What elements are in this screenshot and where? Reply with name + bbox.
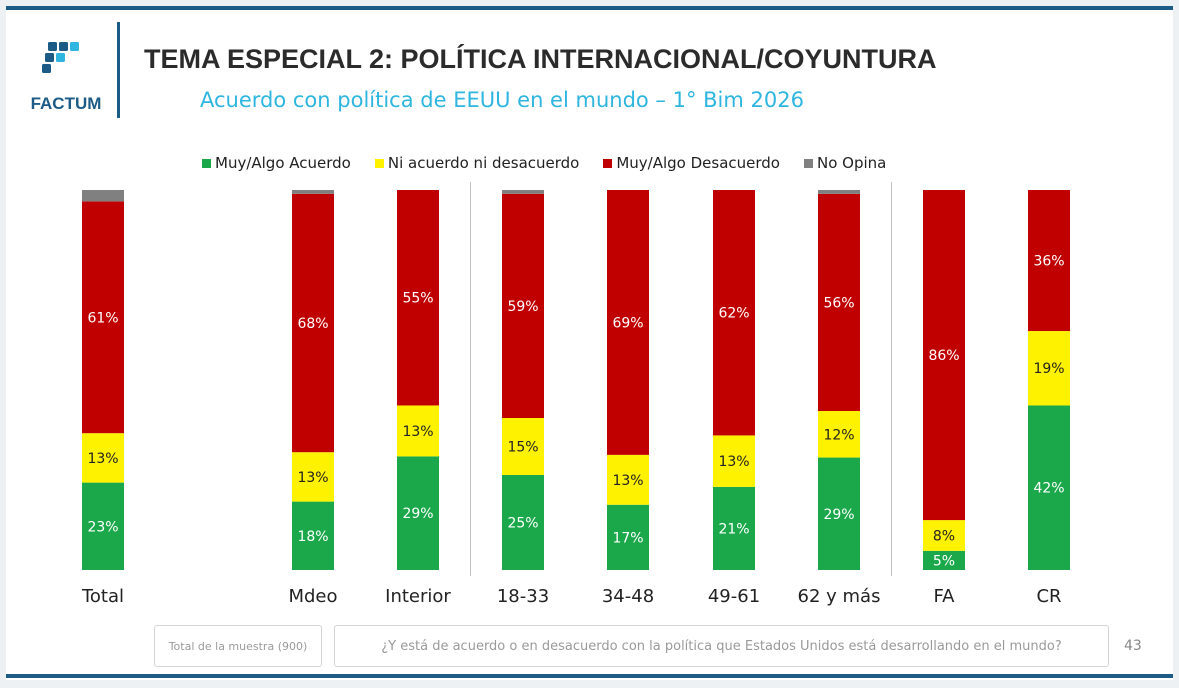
bar-segment-interior-muy-algo-desacuerdo <box>397 190 439 406</box>
chart-legend: Muy/Algo Acuerdo Ni acuerdo ni desacuerd… <box>202 152 886 174</box>
sample-size-box: Total de la muestra (900) <box>154 625 322 667</box>
bar-segment-18-33-muy-algo-desacuerdo <box>502 193 544 418</box>
bar-segment-cr-muy-algo-acuerdo <box>1028 405 1070 570</box>
bar-segment-34-48-muy-algo-desacuerdo <box>607 190 649 455</box>
data-label-34-48-muy-algo-acuerdo: 17% <box>612 530 643 546</box>
legend-label: No Opina <box>817 154 887 172</box>
legend-swatch <box>374 158 384 168</box>
category-label-cr: CR <box>1036 586 1061 607</box>
bar-segment-62-y-mas-no-opina <box>818 190 860 194</box>
bar-segment-mdeo-muy-algo-acuerdo <box>292 501 334 570</box>
data-label-34-48-muy-algo-desacuerdo: 69% <box>612 315 643 331</box>
category-label-fa: FA <box>933 586 955 607</box>
bar-segment-49-61-muy-algo-desacuerdo <box>713 190 755 436</box>
bar-segment-cr-muy-algo-desacuerdo <box>1028 190 1070 332</box>
legend-item-desacuerdo: Muy/Algo Desacuerdo <box>603 154 780 172</box>
logo-text: FACTUM <box>30 94 102 113</box>
bar-segment-62-y-mas-ni-acuerdo-ni-desacuerdo <box>818 411 860 458</box>
data-label-mdeo-ni-acuerdo-ni-desacuerdo: 13% <box>297 470 328 486</box>
bar-segment-total-muy-algo-acuerdo <box>82 482 124 570</box>
bar-segment-18-33-ni-acuerdo-ni-desacuerdo <box>502 418 544 475</box>
legend-item-acuerdo: Muy/Algo Acuerdo <box>202 154 351 172</box>
bar-segment-total-muy-algo-desacuerdo <box>82 201 124 434</box>
data-label-62-y-mas-muy-algo-acuerdo: 29% <box>823 507 854 523</box>
sample-size-text: Total de la muestra (900) <box>168 639 308 653</box>
question-text: ¿Y está de acuerdo o en desacuerdo con l… <box>381 638 1062 654</box>
legend-label: Muy/Algo Acuerdo <box>215 154 351 172</box>
bar-segment-mdeo-ni-acuerdo-ni-desacuerdo <box>292 452 334 502</box>
data-label-fa-muy-algo-desacuerdo: 86% <box>928 348 959 364</box>
legend-label: Ni acuerdo ni desacuerdo <box>387 154 580 172</box>
category-label-62-y-mas: 62 y más <box>798 586 881 607</box>
category-label-34-48: 34-48 <box>602 586 654 607</box>
category-label-total: Total <box>81 586 124 607</box>
legend-label: Muy/Algo Desacuerdo <box>616 154 780 172</box>
bar-segment-fa-muy-algo-desacuerdo <box>923 190 965 521</box>
data-label-fa-muy-algo-acuerdo: 5% <box>933 553 955 569</box>
legend-swatch <box>603 158 613 168</box>
data-label-total-muy-algo-acuerdo: 23% <box>87 519 118 535</box>
bar-segment-fa-ni-acuerdo-ni-desacuerdo <box>923 520 965 551</box>
data-label-62-y-mas-ni-acuerdo-ni-desacuerdo: 12% <box>823 427 854 443</box>
data-label-cr-muy-algo-desacuerdo: 36% <box>1033 254 1064 270</box>
factum-logo: FACTUM <box>20 40 112 120</box>
legend-swatch <box>804 158 813 168</box>
data-label-49-61-muy-algo-acuerdo: 21% <box>718 521 749 537</box>
data-label-interior-muy-algo-acuerdo: 29% <box>402 506 433 522</box>
legend-item-ni: Ni acuerdo ni desacuerdo <box>374 154 580 172</box>
data-label-mdeo-muy-algo-desacuerdo: 68% <box>297 316 328 332</box>
bar-segment-interior-ni-acuerdo-ni-desacuerdo <box>397 405 439 457</box>
bar-segment-34-48-muy-algo-acuerdo <box>607 504 649 570</box>
category-label-interior: Interior <box>385 586 451 607</box>
data-label-18-33-muy-algo-acuerdo: 25% <box>507 516 538 532</box>
data-label-total-muy-algo-desacuerdo: 61% <box>87 310 118 326</box>
data-label-62-y-mas-muy-algo-desacuerdo: 56% <box>823 295 854 311</box>
category-label-18-33: 18-33 <box>497 586 549 607</box>
bar-segment-62-y-mas-muy-algo-desacuerdo <box>818 193 860 412</box>
data-label-interior-muy-algo-desacuerdo: 55% <box>402 291 433 307</box>
category-label-49-61: 49-61 <box>708 586 760 607</box>
bar-segment-34-48-ni-acuerdo-ni-desacuerdo <box>607 454 649 505</box>
bar-segment-49-61-ni-acuerdo-ni-desacuerdo <box>713 435 755 487</box>
slide: FACTUM TEMA ESPECIAL 2: POLÍTICA INTERNA… <box>6 6 1173 680</box>
top-rule <box>6 6 1173 10</box>
bar-segment-mdeo-no-opina <box>292 190 334 194</box>
data-label-49-61-ni-acuerdo-ni-desacuerdo: 13% <box>718 454 749 470</box>
page-title: TEMA ESPECIAL 2: POLÍTICA INTERNACIONAL/… <box>144 44 937 74</box>
data-label-interior-ni-acuerdo-ni-desacuerdo: 13% <box>402 424 433 440</box>
page-subtitle: Acuerdo con política de EEUU en el mundo… <box>200 88 804 112</box>
bar-segment-fa-muy-algo-acuerdo <box>923 550 965 570</box>
data-label-49-61-muy-algo-desacuerdo: 62% <box>718 306 749 322</box>
data-label-18-33-ni-acuerdo-ni-desacuerdo: 15% <box>507 440 538 456</box>
bar-segment-mdeo-muy-algo-desacuerdo <box>292 193 334 453</box>
stacked-bar-chart: 23% 13% 61% Total 18% 13% 68% Mdeo 29% 13% 55% Inte… <box>81 182 1070 607</box>
header-divider <box>117 22 120 118</box>
bar-segment-total-ni-acuerdo-ni-desacuerdo <box>82 433 124 483</box>
data-label-cr-ni-acuerdo-ni-desacuerdo: 19% <box>1033 361 1064 377</box>
bar-segment-49-61-muy-algo-acuerdo <box>713 486 755 570</box>
bar-segment-18-33-no-opina <box>502 190 544 194</box>
legend-item-no-opina: No Opina <box>804 154 886 172</box>
data-label-fa-ni-acuerdo-ni-desacuerdo: 8% <box>933 529 955 545</box>
data-label-34-48-ni-acuerdo-ni-desacuerdo: 13% <box>612 473 643 489</box>
bottom-rule <box>6 674 1173 678</box>
data-label-total-ni-acuerdo-ni-desacuerdo: 13% <box>87 451 118 467</box>
bar-segment-18-33-muy-algo-acuerdo <box>502 475 544 570</box>
data-label-mdeo-muy-algo-acuerdo: 18% <box>297 529 328 545</box>
data-label-cr-muy-algo-acuerdo: 42% <box>1033 481 1064 497</box>
factum-logo-icon <box>42 42 79 73</box>
bar-segment-total-no-opina <box>82 190 124 202</box>
data-label-18-33-muy-algo-desacuerdo: 59% <box>507 299 538 315</box>
bar-segment-62-y-mas-muy-algo-acuerdo <box>818 457 860 570</box>
page-number: 43 <box>1124 638 1142 654</box>
question-box: ¿Y está de acuerdo o en desacuerdo con l… <box>334 625 1109 667</box>
legend-swatch <box>202 158 211 168</box>
bar-segment-cr-ni-acuerdo-ni-desacuerdo <box>1028 331 1070 406</box>
category-label-mdeo: Mdeo <box>288 586 337 607</box>
bar-segment-interior-muy-algo-acuerdo <box>397 456 439 570</box>
